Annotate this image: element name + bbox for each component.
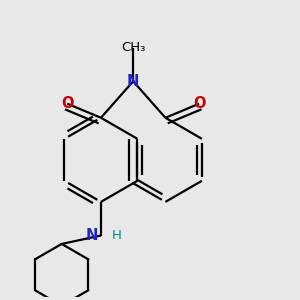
Text: O: O	[193, 96, 205, 111]
Text: O: O	[61, 96, 74, 111]
Text: CH₃: CH₃	[121, 41, 146, 54]
Text: N: N	[127, 74, 140, 89]
Text: N: N	[86, 228, 98, 243]
Text: H: H	[112, 229, 122, 242]
